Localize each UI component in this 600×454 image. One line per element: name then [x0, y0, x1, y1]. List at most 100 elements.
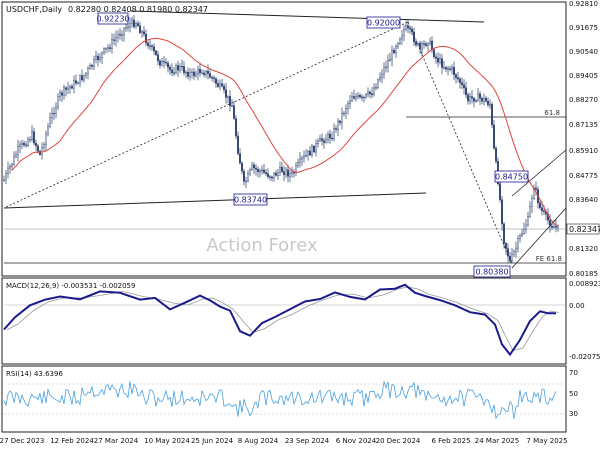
candle-body [55, 106, 57, 114]
candle-body [135, 23, 137, 27]
candle-body [201, 72, 203, 74]
candle-body [97, 55, 99, 61]
candle-body [271, 176, 273, 179]
time-tick-label: 25 Jun 2024 [191, 437, 234, 445]
candle-body [417, 43, 419, 45]
candle-body [81, 75, 83, 81]
rising-support-line [511, 207, 567, 269]
candle-body [195, 73, 197, 77]
candle-body [85, 73, 87, 76]
candle-body [449, 68, 451, 70]
candle-body [325, 139, 327, 143]
candle-body [391, 50, 393, 60]
candle-body [413, 31, 415, 43]
candle-body [31, 131, 33, 140]
candle-body [165, 62, 167, 64]
macd-signal-line [6, 286, 560, 351]
candle-body [483, 98, 485, 102]
candle-body [41, 147, 43, 155]
candle-body [315, 143, 317, 153]
candle-body [509, 255, 511, 261]
candle-body [457, 77, 459, 80]
candle-body [333, 128, 335, 139]
candle-body [161, 61, 163, 66]
time-tick-label: 10 May 2024 [144, 437, 190, 445]
candle-body [475, 100, 477, 102]
candle-body [169, 66, 171, 71]
price-tick-label: 0.92810 [569, 0, 598, 8]
price-tick-label: 0.89405 [569, 72, 598, 80]
candle-body [157, 54, 159, 62]
symbol-label: USDCHF,Daily [6, 5, 62, 14]
ohlc-label: 0.82280 0.82408 0.81980 0.82347 [68, 5, 208, 14]
candle-body [119, 34, 121, 36]
candle-body [427, 43, 429, 46]
candle-body [255, 167, 257, 170]
candle-body [307, 150, 309, 156]
candle-body [105, 48, 107, 50]
candle-body [79, 75, 81, 84]
candle-body [207, 70, 209, 74]
candle-body [29, 139, 31, 141]
candle-body [113, 39, 115, 41]
candle-body [43, 144, 45, 148]
candle-body [353, 96, 355, 99]
candle-body [357, 94, 359, 97]
candle-body [351, 96, 353, 102]
candle-body [527, 216, 529, 226]
candle-body [531, 198, 533, 207]
candle-body [445, 67, 447, 70]
candle-body [23, 143, 25, 146]
candle-body [205, 70, 207, 75]
candle-body [39, 151, 41, 155]
candle-body [149, 45, 151, 47]
candle-body [99, 57, 101, 61]
candle-body [175, 65, 177, 73]
price-tick-label: 0.91675 [569, 24, 598, 32]
candle-body [121, 34, 123, 36]
candle-body [63, 87, 65, 96]
upper-channel-line [130, 10, 485, 23]
candle-body [257, 169, 259, 172]
candle-body [505, 243, 507, 249]
candle-body [225, 89, 227, 98]
candle-body [139, 25, 141, 33]
candle-body [239, 153, 241, 164]
candle-body [451, 66, 453, 70]
candle-body [269, 176, 271, 178]
candle-body [231, 105, 233, 107]
annotation-084750-text: 0.84750 [495, 173, 528, 182]
candle-body [233, 105, 235, 119]
candle-body [49, 117, 51, 127]
candle-body [151, 45, 153, 47]
candle-body [513, 251, 515, 255]
candle-body [199, 68, 201, 74]
time-tick-label: 24 Mar 2025 [475, 437, 519, 445]
candle-body [71, 86, 73, 89]
candle-body [249, 169, 251, 174]
candle-body [525, 224, 527, 230]
candle-body [177, 65, 179, 71]
time-tick-label: 23 Sep 2024 [285, 437, 330, 445]
price-tick-label: 0.83640 [569, 196, 598, 204]
candle-body [299, 158, 301, 163]
candle-body [69, 86, 71, 89]
candle-body [305, 154, 307, 157]
candle-body [123, 28, 125, 36]
candle-body [499, 183, 501, 201]
candle-body [247, 173, 249, 182]
annotation-box-083740: 0.83740 [233, 193, 268, 206]
candle-body [437, 57, 439, 63]
candle-body [45, 133, 47, 145]
candle-body [273, 172, 275, 179]
candle-body [213, 77, 215, 80]
candle-body [317, 140, 319, 145]
rsi-label: RSI(14) 43.6396 [6, 370, 63, 378]
candle-body [343, 112, 345, 115]
candle-body [453, 66, 455, 75]
lower-channel-line [3, 192, 427, 209]
candle-body [93, 59, 95, 67]
candle-body [359, 94, 361, 98]
candle-body [517, 238, 519, 249]
fib-618-label: 61.8 [544, 109, 560, 117]
